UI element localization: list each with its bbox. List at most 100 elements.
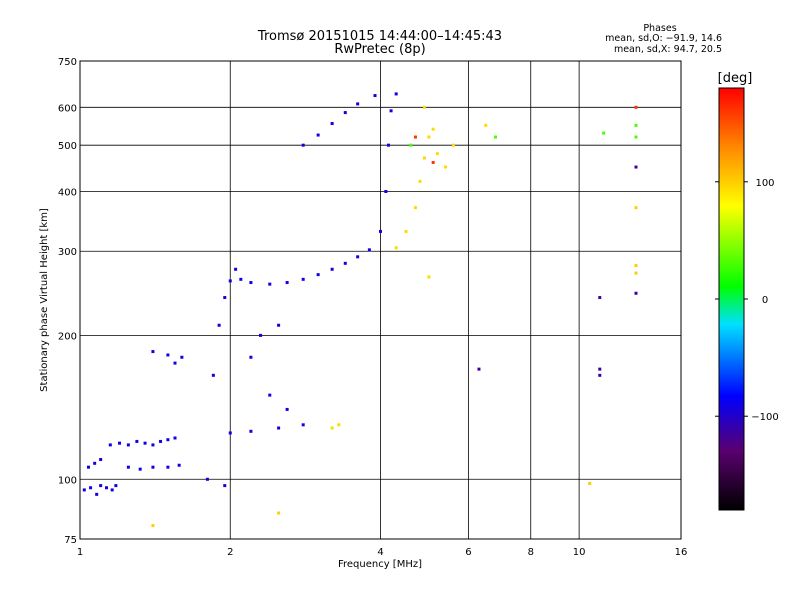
data-point xyxy=(431,127,435,131)
y-tick-label: 75 xyxy=(64,535,77,546)
data-point xyxy=(598,367,602,371)
data-point xyxy=(228,431,232,435)
data-point xyxy=(285,407,289,411)
data-point xyxy=(373,94,377,98)
phases-o-stats: mean, sd,O: −91.9, 14.6 xyxy=(605,33,722,44)
data-point xyxy=(316,133,320,137)
data-point xyxy=(598,373,602,377)
data-point xyxy=(228,279,232,283)
data-point xyxy=(277,426,281,430)
y-tick-label: 300 xyxy=(58,247,77,258)
data-point xyxy=(234,267,238,271)
data-point xyxy=(431,160,435,164)
data-point xyxy=(126,465,130,469)
data-point xyxy=(427,275,431,279)
x-tick-label: 2 xyxy=(227,547,233,558)
y-tick-label: 400 xyxy=(58,187,77,198)
data-point xyxy=(422,156,426,160)
colorbar-label: [deg] xyxy=(718,71,753,86)
data-point xyxy=(494,135,498,139)
data-point xyxy=(259,333,263,337)
data-point xyxy=(404,229,408,233)
data-point xyxy=(451,143,455,147)
data-point xyxy=(337,423,341,427)
y-tick-label: 750 xyxy=(58,57,77,68)
data-point xyxy=(223,484,227,488)
data-point xyxy=(87,465,91,469)
data-point xyxy=(99,457,103,461)
data-point xyxy=(151,350,155,354)
data-point xyxy=(249,355,253,359)
data-point xyxy=(356,255,360,259)
data-point xyxy=(114,484,118,488)
data-point xyxy=(173,361,177,365)
chart-title: Tromsø 20151015 14:44:00–14:45:43 xyxy=(257,29,502,44)
data-point xyxy=(89,486,93,490)
y-tick-label: 200 xyxy=(58,331,77,342)
data-point xyxy=(118,441,122,445)
data-point xyxy=(268,393,272,397)
data-point xyxy=(389,109,393,113)
chart-subtitle: RwPretec (8p) xyxy=(334,42,425,57)
data-point xyxy=(379,229,382,233)
data-point xyxy=(367,248,371,252)
grid-lines xyxy=(80,61,681,539)
data-point xyxy=(301,277,305,281)
x-axis-label: Frequency [MHz] xyxy=(338,559,422,570)
data-point xyxy=(634,165,638,169)
data-point xyxy=(173,436,177,440)
data-point xyxy=(634,123,638,127)
data-point xyxy=(301,143,305,147)
y-axis-ticks: 75 100 200 300 400 500 600 750 xyxy=(58,57,77,546)
data-point xyxy=(634,206,638,210)
data-point xyxy=(205,477,209,481)
data-point xyxy=(277,511,281,515)
y-tick-label: 500 xyxy=(58,141,77,152)
data-point xyxy=(159,439,163,443)
data-point xyxy=(316,273,320,277)
data-point xyxy=(343,261,347,265)
data-point xyxy=(277,323,281,327)
data-point xyxy=(126,443,130,447)
x-tick-label: 4 xyxy=(377,547,383,558)
data-point xyxy=(138,467,142,471)
y-tick-label: 100 xyxy=(58,475,77,486)
data-point xyxy=(634,264,638,268)
data-point xyxy=(151,465,155,469)
data-point xyxy=(484,123,488,127)
data-point xyxy=(477,367,481,371)
data-point xyxy=(151,443,155,447)
data-point xyxy=(343,111,347,115)
data-point xyxy=(249,281,253,285)
x-tick-label: 16 xyxy=(675,547,688,558)
data-point xyxy=(394,92,398,96)
data-point xyxy=(634,135,638,139)
data-point xyxy=(82,488,86,492)
x-tick-label: 6 xyxy=(465,547,471,558)
data-point xyxy=(330,267,334,271)
data-points xyxy=(82,92,638,528)
data-point xyxy=(384,189,388,193)
phases-heading: Phases xyxy=(643,23,676,34)
data-point xyxy=(330,122,334,126)
colorbar-tick-label: 100 xyxy=(755,178,774,189)
plot-frame xyxy=(79,60,682,540)
data-point xyxy=(435,152,439,156)
data-point xyxy=(422,105,426,109)
x-tick-label: 8 xyxy=(528,547,534,558)
data-point xyxy=(301,423,305,427)
data-point xyxy=(249,429,253,433)
data-point xyxy=(413,206,417,210)
data-point xyxy=(427,135,431,139)
data-point xyxy=(413,135,417,139)
data-point xyxy=(356,102,360,106)
y-tick-label: 600 xyxy=(58,103,77,114)
x-axis-ticks: 1 2 4 6 8 10 16 xyxy=(77,547,688,558)
data-point xyxy=(211,373,215,377)
data-point xyxy=(151,524,155,528)
data-point xyxy=(444,165,448,169)
data-point xyxy=(223,296,227,300)
data-point xyxy=(409,143,413,147)
